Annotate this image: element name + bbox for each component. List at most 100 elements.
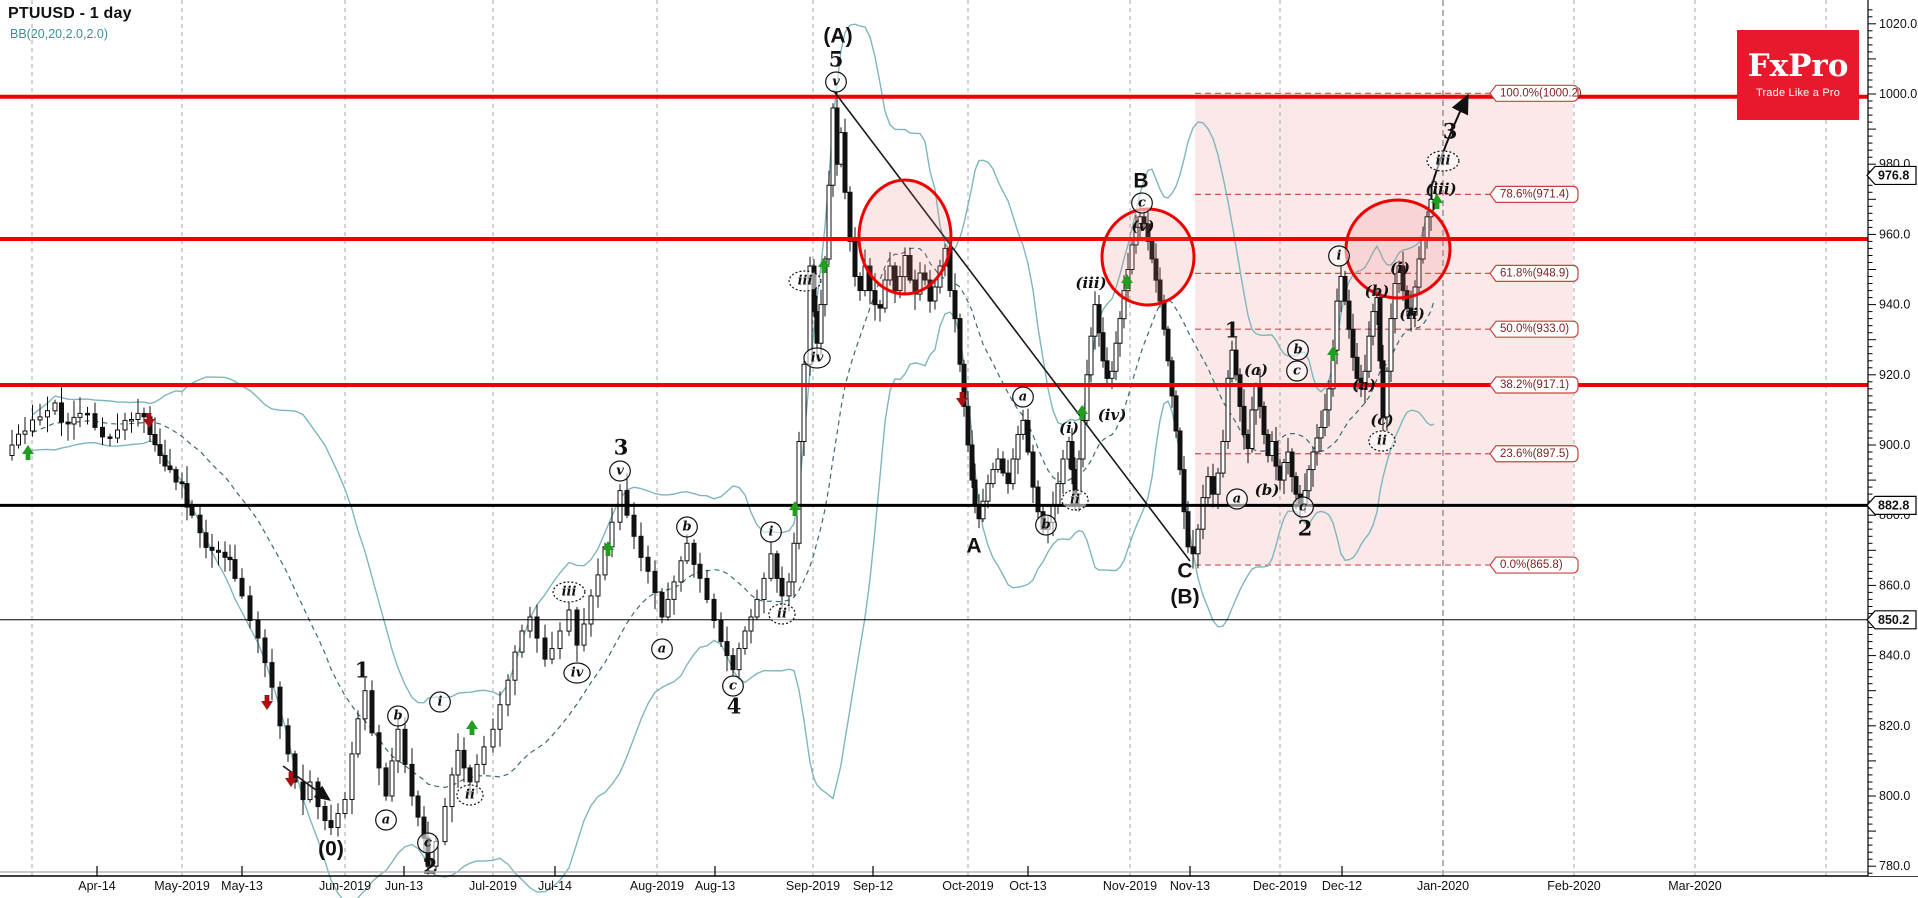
svg-text:a: a [1233,492,1241,507]
symbol-title: PTUUSD - 1 day [8,5,132,22]
time-axis-label: May-2019 [154,879,210,893]
time-axis-label: Dec-12 [1322,879,1362,893]
price-axis-label: 1000.0 [1879,87,1917,101]
time-axis-label: Jan-2020 [1417,879,1469,893]
circled-wave-label: v [825,71,847,93]
time-axis-label: Apr-14 [78,879,116,893]
svg-text:a: a [658,642,666,657]
wave-label: B [1133,170,1148,193]
wave-label: (b) [1255,481,1280,499]
indicator-label: BB(20,20,2.0,2.0) [10,27,108,41]
wave-label: 5 [829,47,844,72]
sell-signal-arrows [143,392,968,787]
price-axis-label: 1020.0 [1879,17,1917,31]
time-axis-label: Jun-2019 [319,879,371,893]
time-axis-label: Sep-2019 [786,879,840,893]
time-axis-label: Jul-2019 [469,879,517,893]
circled-wave-label: ii [768,603,796,625]
svg-text:850.2: 850.2 [1878,613,1909,627]
svg-text:v: v [616,464,624,479]
price-axis-label: 780.0 [1879,859,1910,873]
wave-label: (iii) [1425,180,1456,198]
svg-text:i: i [438,695,443,710]
bollinger-upper-band [32,23,1435,704]
circled-wave-label: c [722,675,744,697]
projection-arrow [1430,93,1469,189]
fxpro-logo: FxPro Trade Like a Pro [1737,30,1859,120]
buy-signal-arrows [22,194,1443,735]
svg-text:ii: ii [1377,434,1387,449]
circled-wave-label: v [609,460,631,482]
wave-label: (c) [1370,411,1393,429]
svg-text:78.6%(971.4): 78.6%(971.4) [1500,188,1569,200]
svg-text:iii: iii [798,274,813,289]
time-axis-label: Sep-12 [853,879,893,893]
fxpro-logo-text: FxPro [1747,48,1849,84]
svg-text:c: c [729,679,737,694]
fxpro-logo-tagline: Trade Like a Pro [1755,87,1841,99]
time-axis-label: Jul-14 [538,879,572,893]
circled-wave-label: iii [1426,150,1460,172]
svg-text:iv: iv [571,666,584,681]
support-price-badge: 850.2 [1866,610,1917,630]
time-axis-label: Dec-2019 [1253,879,1307,893]
svg-text:a: a [1019,390,1027,405]
wave-label: 4 [727,694,742,719]
svg-text:100.0%(1000.2): 100.0%(1000.2) [1500,87,1582,99]
circled-wave-label: ii [456,784,484,806]
svg-text:c: c [1138,196,1146,211]
wave-label: (v) [1132,217,1155,235]
time-axis-label: Oct-13 [1009,879,1047,893]
svg-text:b: b [393,709,402,724]
wave-label: 3 [614,435,629,460]
price-axis-label: 840.0 [1879,649,1910,663]
circled-wave-label: c [417,832,439,854]
circled-wave-label: iv [563,662,591,684]
time-axis[interactable]: May-2019 Jun-2019 Jul-2019 Aug-2019 Sep-2019… [0,866,1918,893]
wave-label: (ii) [1399,305,1425,323]
circled-wave-label: b [676,516,698,538]
price-axis-label: 820.0 [1879,719,1910,733]
svg-text:iv: iv [811,351,824,366]
svg-text:i: i [769,525,774,540]
time-axis-label: Jun-13 [385,879,423,893]
time-axis-label: Nov-2019 [1103,879,1157,893]
circled-wave-label: b [1287,339,1309,361]
fib-level-badges: 100.0%(1000.2) 78.6%(971.4) 61.8%(948.9) 50… [1489,84,1582,574]
time-axis-label: Aug-13 [695,879,735,893]
trendlines [282,89,1469,801]
circled-wave-label: i [429,691,451,713]
wave-label: (iv) [1098,406,1127,424]
svg-text:ii: ii [1070,493,1080,508]
wave-label: A [966,535,981,558]
wave-label: 1 [1225,318,1240,343]
wave-label: (a) [1352,376,1376,394]
svg-text:iii: iii [1436,154,1451,169]
circled-wave-label: a [1226,488,1248,510]
svg-text:c: c [1299,500,1307,515]
svg-text:c: c [424,836,432,851]
price-axis-label: 860.0 [1879,578,1910,592]
wave-label: (i) [1390,259,1410,277]
svg-text:23.6%(897.5): 23.6%(897.5) [1500,448,1569,460]
circled-wave-label: ii [1368,430,1396,452]
svg-text:iii: iii [562,585,577,600]
circled-wave-label: a [651,638,673,660]
price-axis[interactable]: 1020.01000.0980.0960.0940.0920.0900.0880… [1866,0,1918,876]
svg-text:50.0%(933.0): 50.0%(933.0) [1500,323,1569,335]
circled-wave-label: c [1292,496,1314,518]
time-axis-label: Aug-2019 [630,879,684,893]
wave-label: (b) [1365,282,1390,300]
wave-label: (0) [318,838,344,861]
time-axis-label: Mar-2020 [1668,879,1722,893]
circled-wave-label: c [1131,192,1153,214]
circled-wave-label: b [387,705,409,727]
circled-wave-label: b [1035,514,1057,536]
circled-wave-label: a [375,809,397,831]
svg-text:ii: ii [465,788,475,803]
circled-wave-label: iv [803,347,831,369]
price-axis-label: 920.0 [1879,368,1910,382]
circled-wave-label: i [760,521,782,543]
circled-wave-label: iii [788,270,822,292]
